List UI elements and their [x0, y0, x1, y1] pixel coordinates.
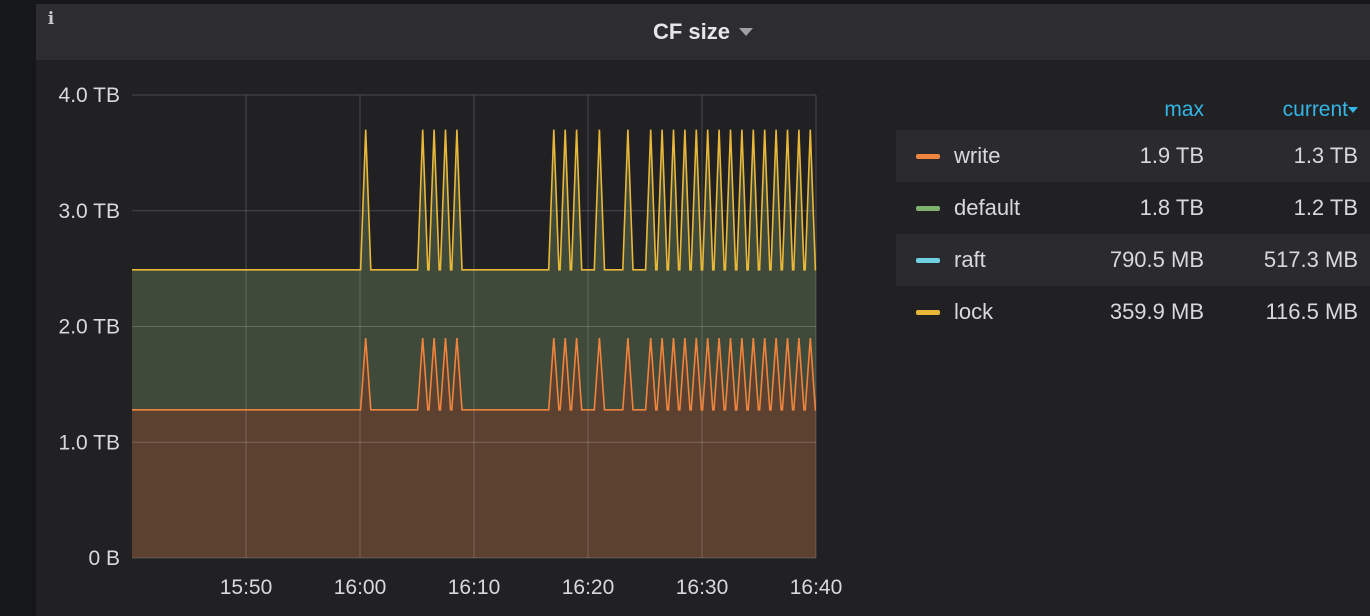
legend-swatch-icon — [916, 258, 940, 263]
sort-desc-icon — [1348, 107, 1358, 113]
legend-item-lock[interactable]: lock 359.9 MB 116.5 MB — [896, 286, 1370, 338]
panel-title: CF size — [652, 19, 731, 44]
legend-item-name: default — [954, 195, 1021, 220]
x-tick-label: 16:20 — [562, 576, 615, 599]
legend-item-max: 359.9 MB — [1109, 299, 1204, 324]
series-area-default — [132, 129, 816, 410]
legend-swatch-icon — [916, 206, 940, 211]
y-tick-label: 1.0 TB — [59, 431, 120, 454]
x-tick-label: 15:50 — [220, 576, 273, 599]
legend-header: max current — [896, 92, 1370, 130]
x-tick-label: 16:10 — [448, 576, 501, 599]
x-tick-label: 16:00 — [334, 576, 387, 599]
legend-swatch-icon — [916, 310, 940, 315]
legend-item-current: 1.2 TB — [1293, 195, 1358, 220]
legend-item-max: 1.8 TB — [1139, 195, 1204, 220]
legend-item-current: 1.3 TB — [1293, 143, 1358, 168]
caret-down-icon — [739, 28, 754, 36]
series-area-write — [132, 338, 816, 558]
series-line-write — [132, 338, 817, 411]
panel-title-menu[interactable]: CF size — [36, 4, 1370, 60]
legend-item-max: 790.5 MB — [1109, 247, 1204, 272]
legend-item-default[interactable]: default 1.8 TB 1.2 TB — [896, 182, 1370, 234]
legend-swatch-icon — [916, 154, 940, 159]
legend-item-max: 1.9 TB — [1139, 143, 1204, 168]
legend-item-write[interactable]: write 1.9 TB 1.3 TB — [896, 130, 1370, 182]
y-tick-label: 3.0 TB — [59, 200, 120, 223]
legend-item-current: 517.3 MB — [1263, 247, 1358, 272]
panel-header: CF size i — [36, 4, 1370, 60]
legend-col-current[interactable]: current — [1282, 98, 1348, 121]
legend-item-name: raft — [954, 247, 986, 272]
y-tick-label: 2.0 TB — [59, 316, 120, 339]
legend-item-raft[interactable]: raft 790.5 MB 517.3 MB — [896, 234, 1370, 286]
legend-item-name: write — [954, 143, 1001, 168]
legend-table: max current write 1.9 TB 1.3 TB default … — [896, 92, 1370, 338]
y-tick-label: 0 B — [88, 547, 120, 570]
x-tick-label: 16:40 — [790, 576, 843, 599]
legend-item-current: 116.5 MB — [1265, 299, 1358, 324]
x-tick-label: 16:30 — [676, 576, 729, 599]
legend-item-name: lock — [954, 299, 994, 324]
series-line-lock — [132, 129, 817, 271]
legend-col-max[interactable]: max — [1164, 98, 1204, 121]
info-icon[interactable]: i — [47, 9, 55, 29]
y-tick-label: 4.0 TB — [59, 84, 120, 107]
